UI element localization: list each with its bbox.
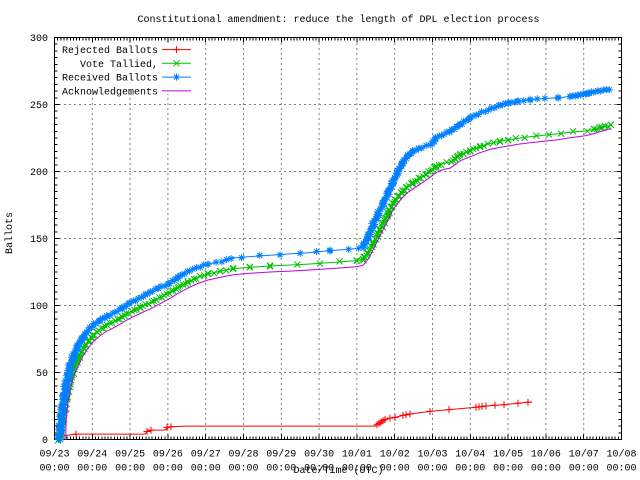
svg-text:00:00: 00:00 (266, 464, 296, 475)
svg-text:Rejected Ballots: Rejected Ballots (62, 45, 158, 57)
svg-text:200: 200 (30, 168, 48, 179)
svg-text:00:00: 00:00 (380, 464, 410, 475)
svg-text:09/24: 09/24 (77, 449, 107, 461)
svg-text:00:00: 00:00 (115, 464, 145, 475)
svg-text:Acknowledgements: Acknowledgements (62, 87, 158, 99)
svg-text:Received Ballots: Received Ballots (62, 73, 158, 85)
svg-text:10/08: 10/08 (606, 449, 636, 461)
svg-text:09/25: 09/25 (115, 449, 145, 461)
svg-text:00:00: 00:00 (228, 464, 258, 475)
svg-text:09/26: 09/26 (153, 449, 183, 461)
svg-text:10/06: 10/06 (531, 449, 561, 461)
svg-text:10/01: 10/01 (342, 449, 372, 461)
svg-text:300: 300 (30, 34, 48, 45)
svg-text:00:00: 00:00 (569, 464, 599, 475)
svg-text:00:00: 00:00 (531, 464, 561, 475)
svg-text:09/29: 09/29 (266, 449, 296, 461)
svg-text:00:00: 00:00 (304, 464, 334, 475)
svg-text:00:00: 00:00 (606, 464, 636, 475)
svg-text:10/02: 10/02 (380, 449, 410, 461)
svg-text:0: 0 (42, 436, 48, 447)
svg-text:250: 250 (30, 101, 48, 112)
svg-text:Ballots: Ballots (4, 212, 16, 254)
svg-text:10/07: 10/07 (569, 449, 599, 461)
svg-text:00:00: 00:00 (191, 464, 221, 475)
svg-text:00:00: 00:00 (153, 464, 183, 475)
svg-text:Constitutional amendment: redu: Constitutional amendment: reduce the len… (137, 14, 539, 26)
svg-text:00:00: 00:00 (493, 464, 523, 475)
svg-text:00:00: 00:00 (39, 464, 69, 475)
svg-text:10/05: 10/05 (493, 449, 523, 461)
svg-text:09/27: 09/27 (191, 449, 221, 461)
svg-text:50: 50 (36, 369, 48, 380)
svg-text:10/03: 10/03 (417, 449, 447, 461)
svg-text:09/28: 09/28 (228, 449, 258, 461)
svg-text:150: 150 (30, 235, 48, 246)
svg-text:00:00: 00:00 (455, 464, 485, 475)
svg-text:Vote Tallied,: Vote Tallied, (80, 59, 158, 71)
svg-text:09/30: 09/30 (304, 449, 334, 461)
svg-text:10/04: 10/04 (455, 449, 485, 461)
svg-text:00:00: 00:00 (417, 464, 447, 475)
svg-text:09/23: 09/23 (39, 449, 69, 461)
svg-text:100: 100 (30, 302, 48, 313)
svg-text:Date/Time (UTC): Date/Time (UTC) (293, 465, 383, 477)
svg-text:00:00: 00:00 (342, 464, 372, 475)
svg-text:00:00: 00:00 (77, 464, 107, 475)
